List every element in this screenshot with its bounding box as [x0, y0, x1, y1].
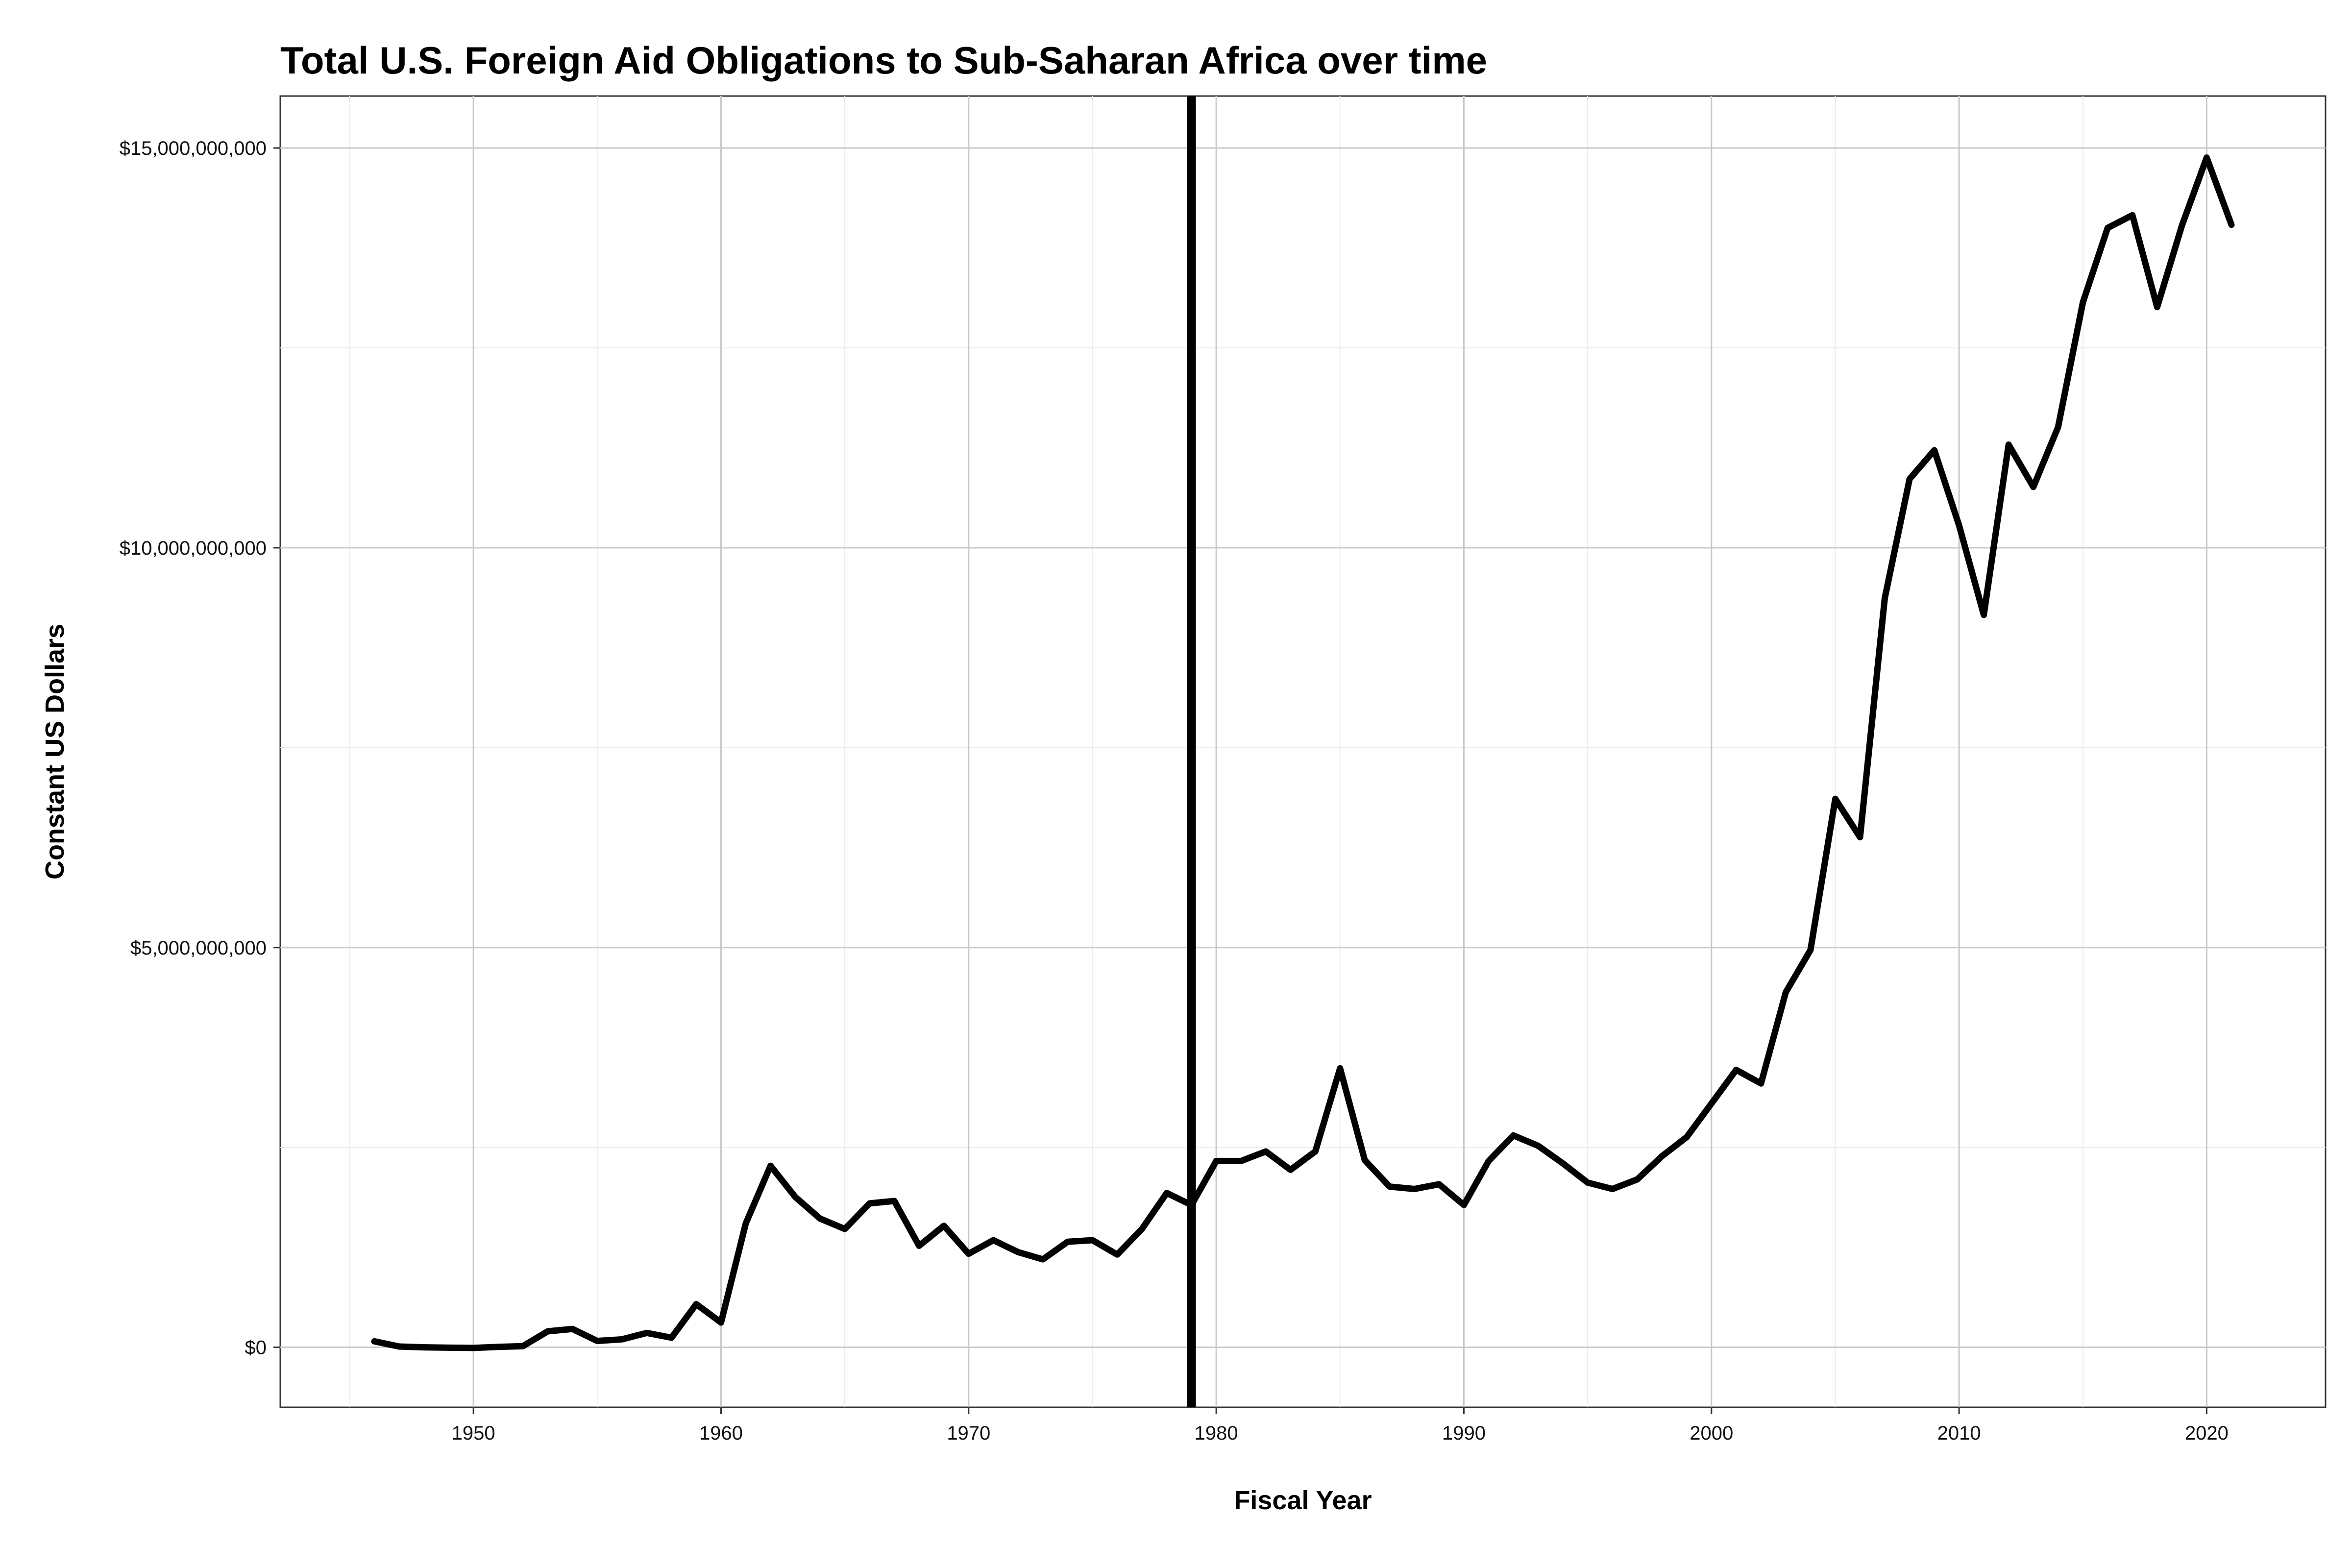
y-axis-ticks: $0 $5,000,000,000 $10,000,000,000 $15,000,0…: [120, 138, 280, 1359]
x-tick-label: 1990: [1442, 1422, 1486, 1444]
chart-marks: [371, 96, 2235, 1407]
series-line: [371, 154, 2235, 1351]
major-gridlines: [280, 96, 2326, 1407]
plot-area: [279, 95, 2327, 1408]
y-axis-title: Constant US Dollars: [40, 624, 70, 880]
x-axis-title: Fiscal Year: [1234, 1486, 1372, 1515]
x-tick-label: 1950: [452, 1422, 495, 1444]
y-tick-label: $10,000,000,000: [120, 538, 267, 559]
y-tick-label: $5,000,000,000: [130, 937, 267, 959]
x-tick-label: 2000: [1690, 1422, 1733, 1444]
y-tick-label: $15,000,000,000: [120, 138, 267, 159]
x-tick-label: 1970: [947, 1422, 990, 1444]
x-tick-label: 1960: [699, 1422, 743, 1444]
x-tick-label: 2010: [1937, 1422, 1981, 1444]
x-tick-label: 2020: [2185, 1422, 2229, 1444]
x-axis-ticks: 1950 1960 1970 1980 1990 2000 2010 2020: [452, 1407, 2229, 1444]
y-tick-label: $0: [245, 1337, 267, 1359]
x-tick-label: 1980: [1195, 1422, 1238, 1444]
minor-gridlines: [280, 96, 2326, 1407]
chart-title: Total U.S. Foreign Aid Obligations to Su…: [280, 39, 1487, 82]
